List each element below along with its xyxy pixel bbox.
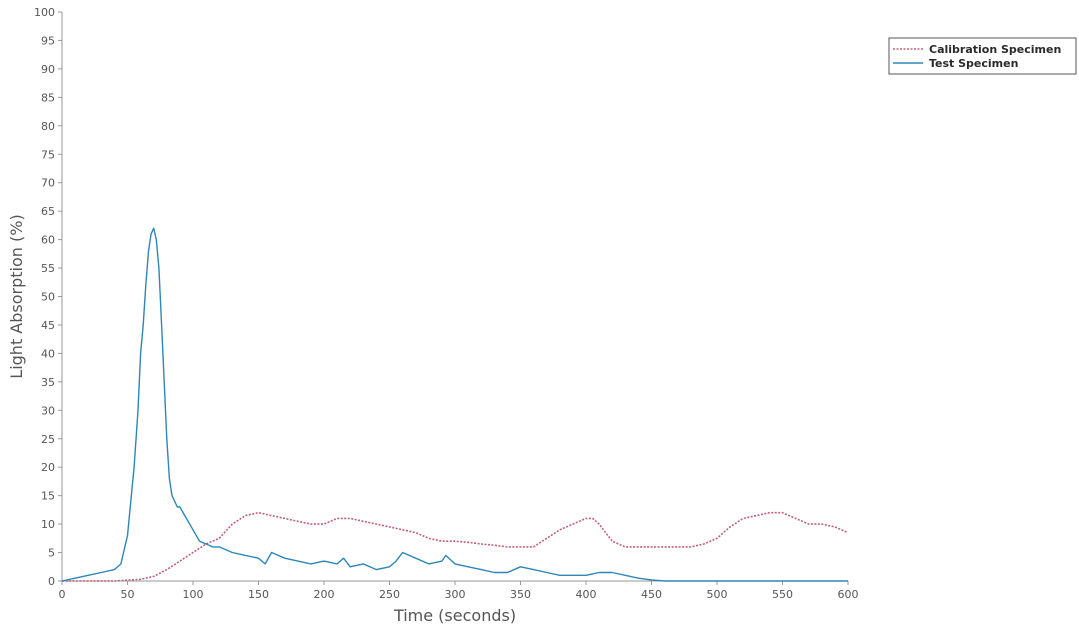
axes: 0 5 10 15 20 25 30 35 40 45 50 55 60 65 70 75 80 85 90 95 10… [34, 6, 859, 601]
x-tick-label: 50 [121, 588, 135, 601]
x-tick-label: 250 [379, 588, 400, 601]
x-tick-label: 600 [838, 588, 859, 601]
y-tick-label: 10 [41, 518, 55, 531]
series-line-test [61, 227, 848, 582]
x-tick-label: 350 [510, 588, 531, 601]
y-tick-label: 65 [41, 205, 55, 218]
x-tick-label: 150 [248, 588, 269, 601]
y-tick-label: 20 [41, 461, 55, 474]
y-tick-label: 30 [41, 404, 55, 417]
y-tick-label: 45 [41, 319, 55, 332]
y-tick-label: 25 [41, 433, 55, 446]
x-tick-label: 500 [707, 588, 728, 601]
x-tick-label: 400 [576, 588, 597, 601]
x-tick-label: 450 [641, 588, 662, 601]
x-tick-label: 550 [772, 588, 793, 601]
x-tick-label: 0 [59, 588, 66, 601]
y-tick-label: 55 [41, 262, 55, 275]
legend: Calibration Specimen Test Specimen [888, 37, 1077, 75]
y-axis-title: Light Absorption (%) [7, 214, 26, 378]
y-tick-label: 75 [41, 148, 55, 161]
y-tick-label: 70 [41, 177, 55, 190]
y-tick-label: 95 [41, 34, 55, 47]
y-tick-label: 90 [41, 63, 55, 76]
y-tick-label: 40 [41, 347, 55, 360]
legend-box [888, 37, 1077, 75]
y-tick-label: 85 [41, 91, 55, 104]
y-tick-label: 15 [41, 490, 55, 503]
legend-label-calibration: Calibration Specimen [929, 43, 1061, 56]
y-tick-label: 100 [34, 6, 55, 19]
x-tick-label: 100 [183, 588, 204, 601]
y-tick-label: 60 [41, 234, 55, 247]
y-tick-label: 80 [41, 120, 55, 133]
series-layer [61, 227, 849, 582]
x-tick-label: 200 [314, 588, 335, 601]
x-axis-title: Time (seconds) [393, 606, 516, 625]
y-tick-label: 35 [41, 376, 55, 389]
legend-label-test: Test Specimen [929, 57, 1018, 70]
y-tick-label: 50 [41, 291, 55, 304]
series-line-calibration [62, 511, 849, 582]
x-tick-label: 300 [445, 588, 466, 601]
y-tick-label: 0 [48, 575, 55, 588]
y-tick-label: 5 [48, 547, 55, 560]
